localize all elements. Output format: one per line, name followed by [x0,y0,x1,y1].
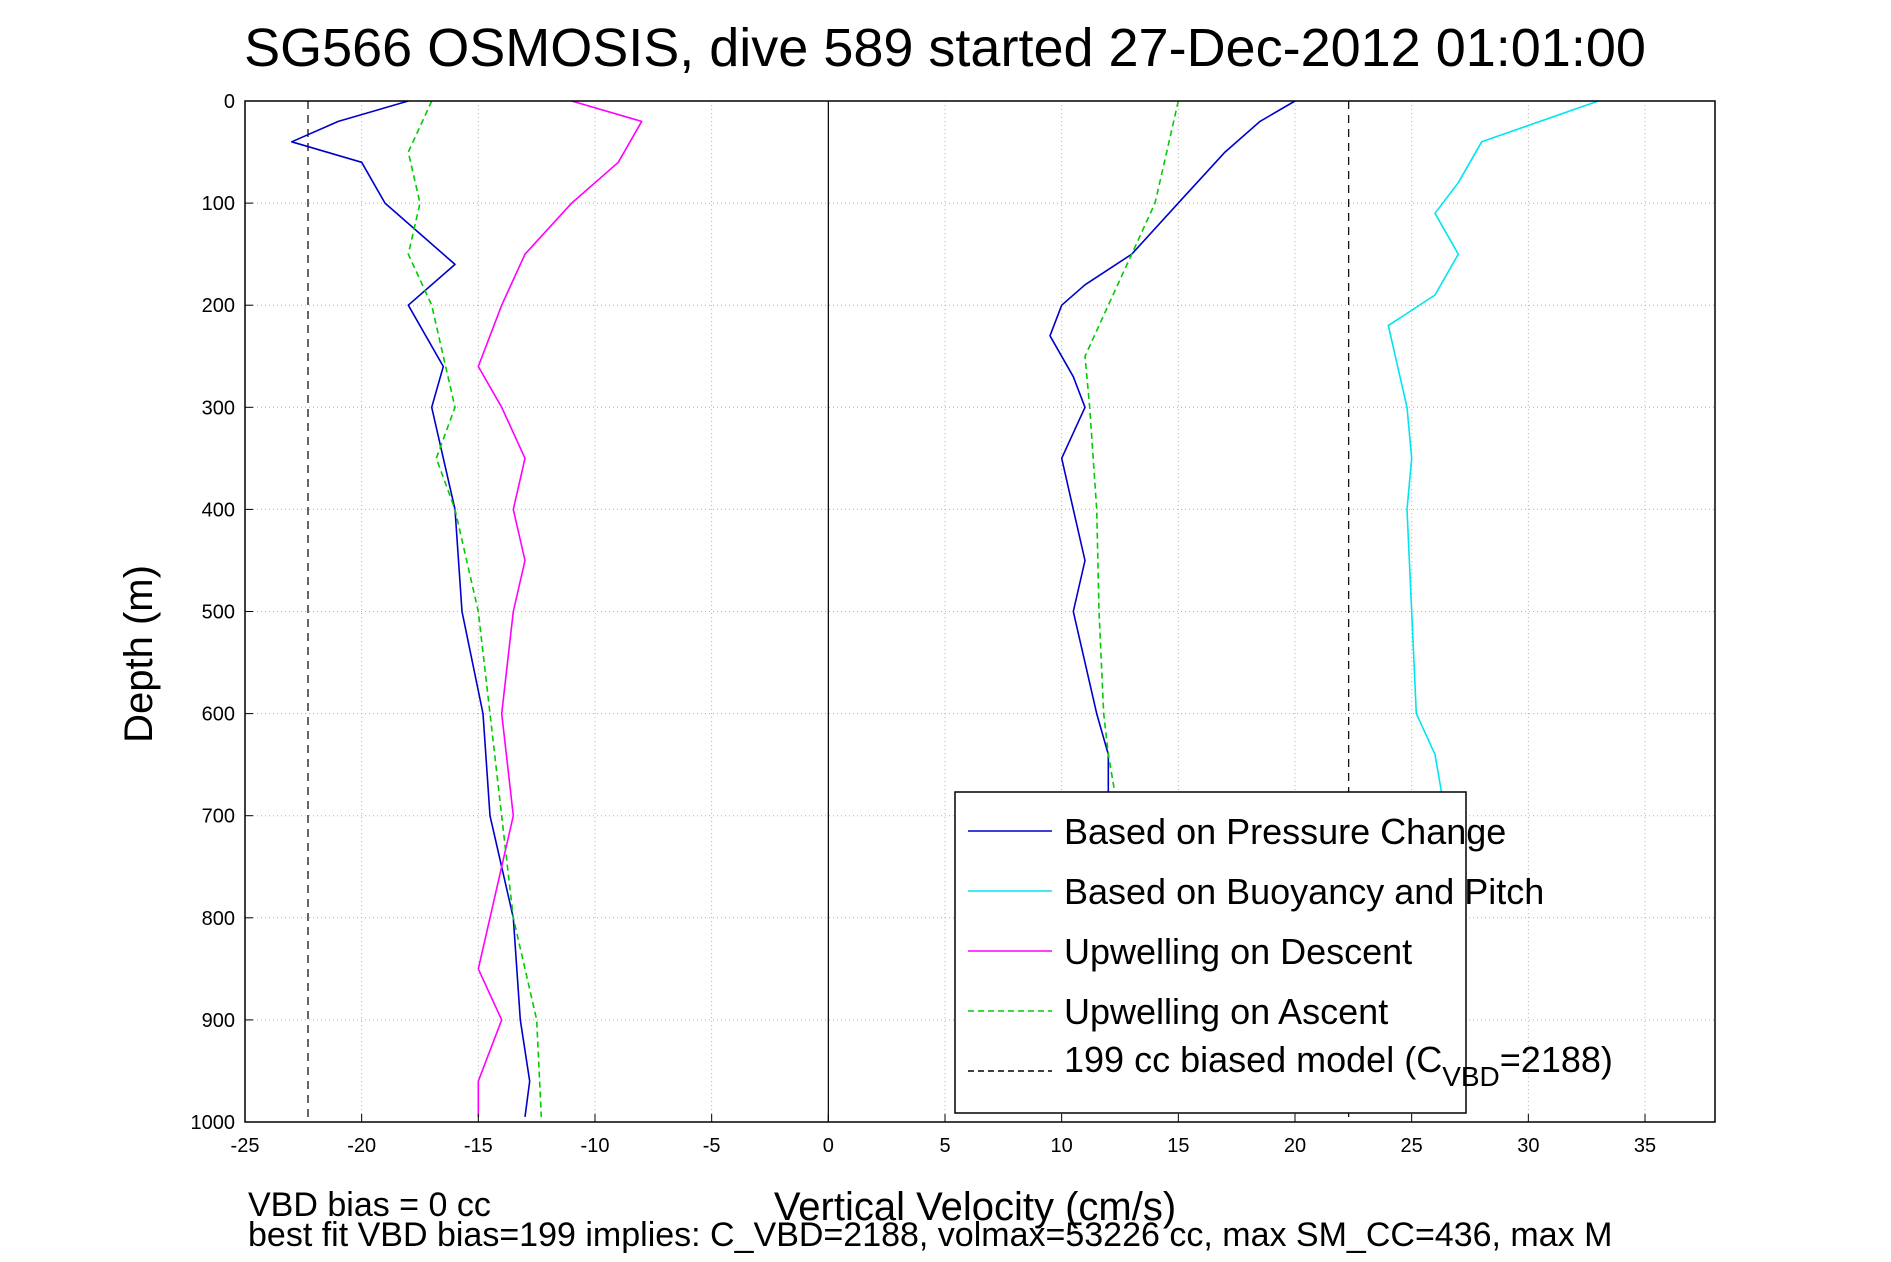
x-tick-label: 5 [939,1135,950,1157]
y-tick-label: 900 [202,1010,235,1032]
legend-label-model-suffix: =2188) [1500,1039,1613,1080]
y-tick-label: 200 [202,295,235,317]
best-fit-note: best fit VBD bias=199 implies: C_VBD=218… [248,1216,1612,1254]
legend-box [954,791,1467,1114]
x-tick-label: 25 [1401,1135,1423,1157]
legend-label-descent: Upwelling on Descent [1064,931,1412,972]
y-axis-label: Depth (m) [117,565,161,743]
x-tick-label: -20 [347,1135,376,1157]
legend-label-buoyancy: Based on Buoyancy and Pitch [1064,871,1544,912]
x-axis-label: Vertical Velocity (cm/s) [774,1185,1176,1229]
y-tick-label: 700 [202,806,235,828]
y-tick-label: 100 [202,193,235,215]
legend-label-ascent: Upwelling on Ascent [1064,991,1388,1032]
x-tick-label: -25 [231,1135,260,1157]
y-tick-label: 800 [202,908,235,930]
legend: Based on Pressure Change Based on Buoyan… [954,791,1613,1114]
y-tick-label: 0 [224,91,235,113]
y-tick-label: 400 [202,499,235,521]
legend-label-model-prefix: 199 cc biased model (C [1064,1039,1442,1080]
y-tick-labels: 0 100 200 300 400 500 600 700 800 900 1000 [191,91,253,1134]
x-tick-label: 30 [1517,1135,1539,1157]
y-tick-label: 500 [202,602,235,624]
series-line-4 [407,100,543,1117]
legend-label-model-sub: VBD [1442,1061,1500,1092]
x-tick-label: 0 [823,1135,834,1157]
reference-lines [307,101,1350,1122]
chart-title: SG566 OSMOSIS, dive 589 started 27-Dec-2… [244,18,1646,78]
series-line-3 [477,100,643,1117]
x-tick-label: -5 [703,1135,721,1157]
series-line-2 [1387,100,1599,796]
x-tick-label: -10 [581,1135,610,1157]
x-tick-label: 15 [1167,1135,1189,1157]
series-lines [290,100,1599,1118]
y-tick-label: 1000 [191,1112,236,1134]
x-tick-label: 35 [1634,1135,1656,1157]
legend-label-model: 199 cc biased model (CVBD=2188) [1064,1039,1613,1092]
x-tick-label: 20 [1284,1135,1306,1157]
series-line-1 [290,100,531,1118]
vbd-bias-note: VBD bias = 0 cc [248,1186,491,1224]
x-tick-label: -15 [464,1135,493,1157]
series-line-4 [1084,100,1180,796]
series-line-1 [1049,100,1296,796]
x-tick-labels: -25 -20 -15 -10 -5 0 5 10 15 20 25 30 35 [231,1114,1656,1157]
y-tick-label: 600 [202,704,235,726]
x-tick-label: 10 [1051,1135,1073,1157]
y-tick-label: 300 [202,397,235,419]
legend-label-pressure: Based on Pressure Change [1064,811,1506,852]
